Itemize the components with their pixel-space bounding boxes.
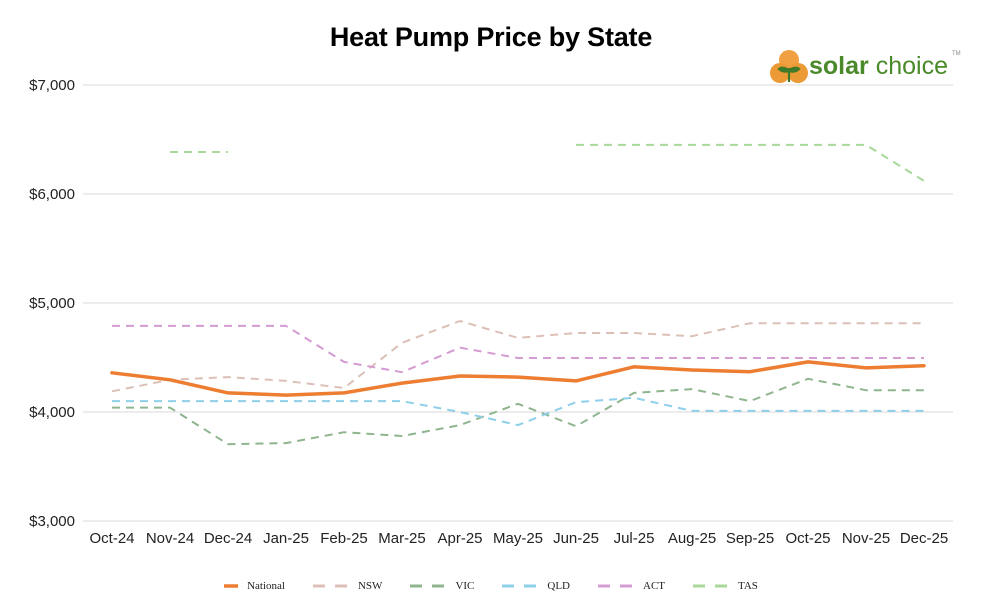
x-tick-label: Nov-25 (842, 530, 890, 547)
x-tick-label: Nov-24 (146, 530, 194, 547)
y-tick-label: $3,000 (29, 513, 75, 530)
x-tick-label: Sep-25 (726, 530, 774, 547)
line-nsw (111, 320, 924, 393)
series-national (110, 360, 926, 397)
legend-swatch-icon (693, 584, 729, 588)
logo-sun-icon (770, 50, 808, 83)
y-tick-label: $7,000 (29, 77, 75, 94)
x-tick-label: Jun-25 (553, 530, 599, 547)
legend-swatch-icon (410, 584, 447, 588)
y-axis-ticks: $3,000 $4,000 $5,000 $6,000 $7,000 (29, 77, 75, 530)
legend-item-qld: QLD (502, 580, 570, 592)
x-tick-label: Feb-25 (320, 530, 368, 547)
legend-item-nsw: NSW (312, 580, 383, 592)
x-axis-ticks: Oct-24 Nov-24 Dec-24 Jan-25 Feb-25 Mar-25 Apr-… (89, 530, 948, 547)
legend-item-tas: TAS (693, 580, 758, 592)
logo-brand-light: choice (868, 52, 948, 80)
series-lines (110, 143, 926, 446)
legend-label: QLD (547, 580, 570, 592)
line-qld (112, 396, 924, 427)
series-tas (169, 143, 925, 182)
legend-swatch-icon (502, 584, 539, 588)
x-tick-label: Apr-25 (437, 530, 482, 547)
series-act (111, 324, 925, 374)
logo-trademark: TM (952, 51, 961, 57)
legend-swatch-icon (312, 584, 349, 588)
legend-item-vic: VIC (410, 580, 474, 592)
series-nsw (111, 320, 925, 393)
line-act (112, 324, 924, 374)
x-tick-label: Dec-25 (900, 530, 948, 547)
line-vic (112, 377, 924, 446)
line-tas (170, 143, 925, 182)
x-tick-label: Dec-24 (204, 530, 252, 547)
legend-item-act: ACT (598, 580, 665, 592)
x-tick-label: Jan-25 (263, 530, 309, 547)
series-qld (111, 396, 925, 427)
series-vic (111, 377, 925, 446)
legend-label: VIC (455, 580, 475, 592)
line-national (110, 360, 926, 397)
x-tick-label: Oct-25 (785, 530, 830, 547)
legend-label: ACT (643, 580, 665, 592)
y-tick-label: $5,000 (29, 295, 75, 312)
solar-choice-logo: solar choice TM (769, 48, 969, 88)
legend-item-national: National (224, 580, 285, 592)
legend-label: National (247, 580, 285, 592)
legend-swatch-icon (224, 584, 239, 588)
legend: National NSW VIC QLD ACT TAS (0, 580, 982, 592)
legend-label: NSW (357, 580, 383, 592)
logo-wordmark: solar choice (809, 52, 948, 81)
x-tick-label: Oct-24 (89, 530, 134, 547)
x-tick-label: Mar-25 (378, 530, 426, 547)
y-tick-label: $6,000 (29, 186, 75, 203)
logo-brand-bold: solar (809, 52, 869, 80)
x-tick-label: Aug-25 (668, 530, 716, 547)
legend-swatch-icon (598, 584, 634, 588)
plot-area: $3,000 $4,000 $5,000 $6,000 $7,000 Oct-24 Nov… (29, 77, 953, 547)
gridlines (83, 84, 953, 522)
legend-label: TAS (738, 580, 758, 592)
y-tick-label: $4,000 (29, 404, 75, 421)
x-tick-label: May-25 (493, 530, 543, 547)
x-tick-label: Jul-25 (614, 530, 655, 547)
chart-title: Heat Pump Price by State (329, 22, 653, 52)
